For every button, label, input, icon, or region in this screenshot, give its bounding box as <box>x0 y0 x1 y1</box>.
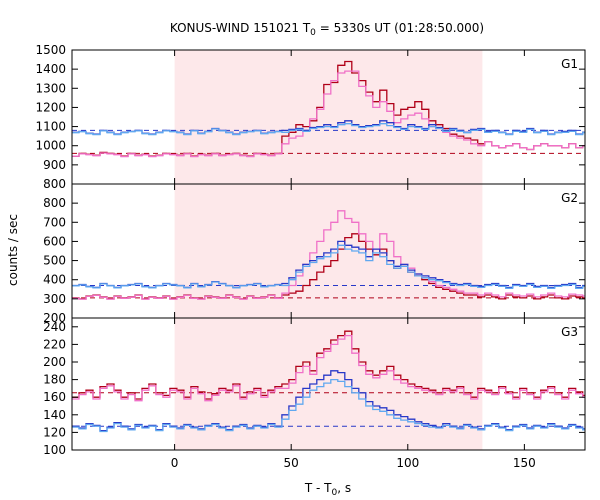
panel-label: G2 <box>561 191 578 205</box>
y-tick-label: 700 <box>43 215 66 229</box>
y-tick-label: 200 <box>43 355 66 369</box>
series-pink-line <box>72 210 585 300</box>
series-blue-line <box>72 370 585 432</box>
y-tick-label: 1100 <box>35 120 66 134</box>
x-tick-label: 100 <box>396 456 419 470</box>
series-pink-line <box>72 334 585 402</box>
panel-frame <box>71 317 586 451</box>
chart-title-rest: = 5330s UT (01:28:50.000) <box>316 21 484 35</box>
series-red-line <box>72 330 585 400</box>
series-lightblue-line <box>72 244 585 289</box>
y-tick-label: 800 <box>43 196 66 210</box>
x-axis-label-rest: , s <box>337 481 351 495</box>
y-tick-label: 400 <box>43 273 66 287</box>
y-tick-label: 240 <box>43 320 66 334</box>
x-tick-label: 50 <box>284 456 299 470</box>
plot-area <box>72 210 585 300</box>
y-tick-label: 180 <box>43 373 66 387</box>
panel-g1: 800 900 1000 1100 1200 1300 1400 1500 G1 <box>35 43 586 191</box>
chart-title-subscript: 0 <box>310 28 316 38</box>
chart-panels: 800900100011001200130014001500G120030040… <box>35 43 586 470</box>
y-tick-label: 800 <box>43 177 66 191</box>
y-axis-label: counts / sec <box>6 214 20 286</box>
y-tick-label: 100 <box>43 443 66 457</box>
y-tick-label: 120 <box>43 425 66 439</box>
panel-label: G1 <box>561 57 578 71</box>
chart-title-main: KONUS-WIND 151021 T <box>170 21 311 35</box>
x-axis-label-subscript: 0 <box>332 488 338 498</box>
y-tick-label: 160 <box>43 390 66 404</box>
series-lightblue-line <box>72 123 585 136</box>
y-tick-label: 300 <box>43 292 66 306</box>
highlight-band <box>174 318 483 450</box>
plot-area <box>72 330 585 433</box>
x-axis-label: T - T0, s <box>304 481 351 498</box>
chart-title: KONUS-WIND 151021 T0 = 5330s UT (01:28:5… <box>170 21 484 38</box>
y-tick-label: 1400 <box>35 62 66 76</box>
y-tick-label: 600 <box>43 234 66 248</box>
y-tick-label: 900 <box>43 158 66 172</box>
panel-label: G3 <box>561 325 578 339</box>
x-tick-label: 150 <box>513 456 536 470</box>
series-lightblue-line <box>72 378 585 433</box>
y-tick-label: 1300 <box>35 81 66 95</box>
y-tick-label: 140 <box>43 408 66 422</box>
y-tick-label: 220 <box>43 337 66 351</box>
panel-g2: 200 300 400 500 600 700 800 G2 <box>43 183 586 325</box>
x-tick-label: 0 <box>171 456 179 470</box>
y-tick-label: 1200 <box>35 100 66 114</box>
y-tick-label: 500 <box>43 254 66 268</box>
y-tick-label: 1500 <box>35 43 66 57</box>
y-tick-label: 1000 <box>35 139 66 153</box>
series-pink-line <box>72 70 585 158</box>
highlight-band <box>174 50 483 184</box>
x-axis-label-main: T - T <box>304 481 332 495</box>
panel-g3: 100 120 140 160 180 200 220 240 0 50 100 150 G3 <box>43 317 586 470</box>
plot-area <box>72 60 585 158</box>
y-tick-label: 200 <box>43 311 66 325</box>
